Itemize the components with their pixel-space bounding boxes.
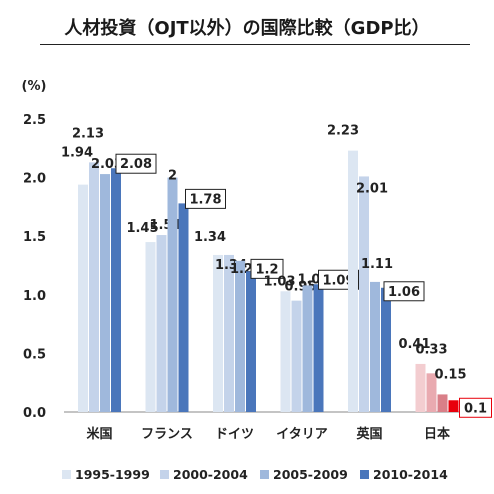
bar [280,291,291,412]
category-label: イタリア [276,427,327,442]
bar [370,281,380,412]
bar [213,254,223,412]
bar [381,287,391,412]
bar [246,271,256,412]
data-label: 2.08 [120,157,152,172]
title-underline [40,44,470,45]
y-tick-label: 2.0 [23,172,46,187]
bar [89,162,99,412]
data-label-box [115,153,157,174]
data-label: 0.41 [398,337,430,352]
data-label: 1.94 [61,146,93,161]
bar [437,394,448,412]
bar [313,284,324,412]
chart-title: 人材投資（OJT以外）の国際比較（GDP比） [64,18,430,39]
bar [448,400,459,412]
bar [426,373,437,412]
bar [291,300,302,412]
category-label: フランス [141,427,193,442]
bar [78,184,88,412]
data-label: 1.78 [189,192,221,207]
category-label: 米国 [86,426,112,442]
data-label: 1.2 [255,262,278,277]
category-label: ドイツ [215,427,254,442]
category-label: 日本 [424,426,450,442]
legend-swatch [260,470,269,479]
data-label: 0.1 [464,401,487,416]
data-label: 2.13 [72,126,104,141]
legend-swatch [360,470,369,479]
data-label: 0.15 [434,367,466,382]
data-label-box [459,397,492,418]
data-label-box [250,258,284,279]
y-tick-label: 2.5 [23,113,46,128]
legend-label: 2005-2009 [273,467,348,482]
y-axis-unit: (%) [22,79,47,94]
data-label: 1.09 [322,273,354,288]
bar [100,174,110,412]
y-tick-label: 1.0 [23,289,46,304]
bar [167,177,178,412]
bar [348,150,358,413]
data-label: 2.23 [327,124,359,139]
data-label: 2.01 [356,181,388,196]
data-label-box [185,188,226,209]
legend-swatch [160,470,169,479]
data-label: 1.03 [263,274,295,289]
bar [302,285,313,412]
legend-swatch [62,470,71,479]
bar [415,363,426,412]
data-label: 0.33 [415,342,447,357]
bar [111,168,121,412]
bar [178,203,189,412]
bar [145,242,156,412]
data-label: 1.45 [126,221,158,236]
data-label: 2 [168,169,177,184]
bar [235,260,245,412]
legend-label: 1995-1999 [75,467,150,482]
y-tick-label: 0.5 [23,347,46,362]
bar [359,176,369,412]
data-label: 1.11 [361,257,393,272]
data-label: 1.34 [194,230,226,245]
bar [224,254,234,412]
bar [156,235,167,412]
data-label: 1.06 [388,285,420,300]
legend-label: 2010-2014 [373,467,448,482]
data-label-box [383,281,425,302]
y-tick-label: 0.0 [23,406,46,421]
legend-label: 2000-2004 [173,467,248,482]
y-tick-label: 1.5 [23,230,46,245]
category-label: 英国 [355,426,382,442]
